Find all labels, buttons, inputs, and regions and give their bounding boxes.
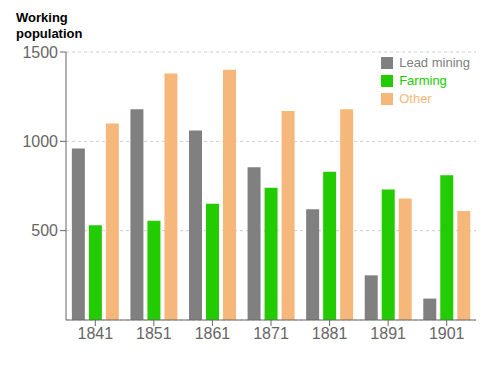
svg-text:1841: 1841 xyxy=(77,325,113,342)
svg-text:1500: 1500 xyxy=(22,44,58,61)
html-text:Farming: Farming xyxy=(399,73,447,88)
svg-text:1861: 1861 xyxy=(195,325,231,342)
html-text:Lead mining: Lead mining xyxy=(399,55,470,70)
svg-text:1891: 1891 xyxy=(370,325,406,342)
html-text:Working: Working xyxy=(16,10,68,25)
svg-text:1881: 1881 xyxy=(312,325,348,342)
html-text:population: population xyxy=(16,26,83,41)
html-text:Other: Other xyxy=(399,91,432,106)
svg-text:500: 500 xyxy=(31,222,58,239)
svg-text:1871: 1871 xyxy=(253,325,289,342)
svg-text:1851: 1851 xyxy=(136,325,172,342)
svg-text:1901: 1901 xyxy=(429,325,465,342)
svg-text:1000: 1000 xyxy=(22,133,58,150)
